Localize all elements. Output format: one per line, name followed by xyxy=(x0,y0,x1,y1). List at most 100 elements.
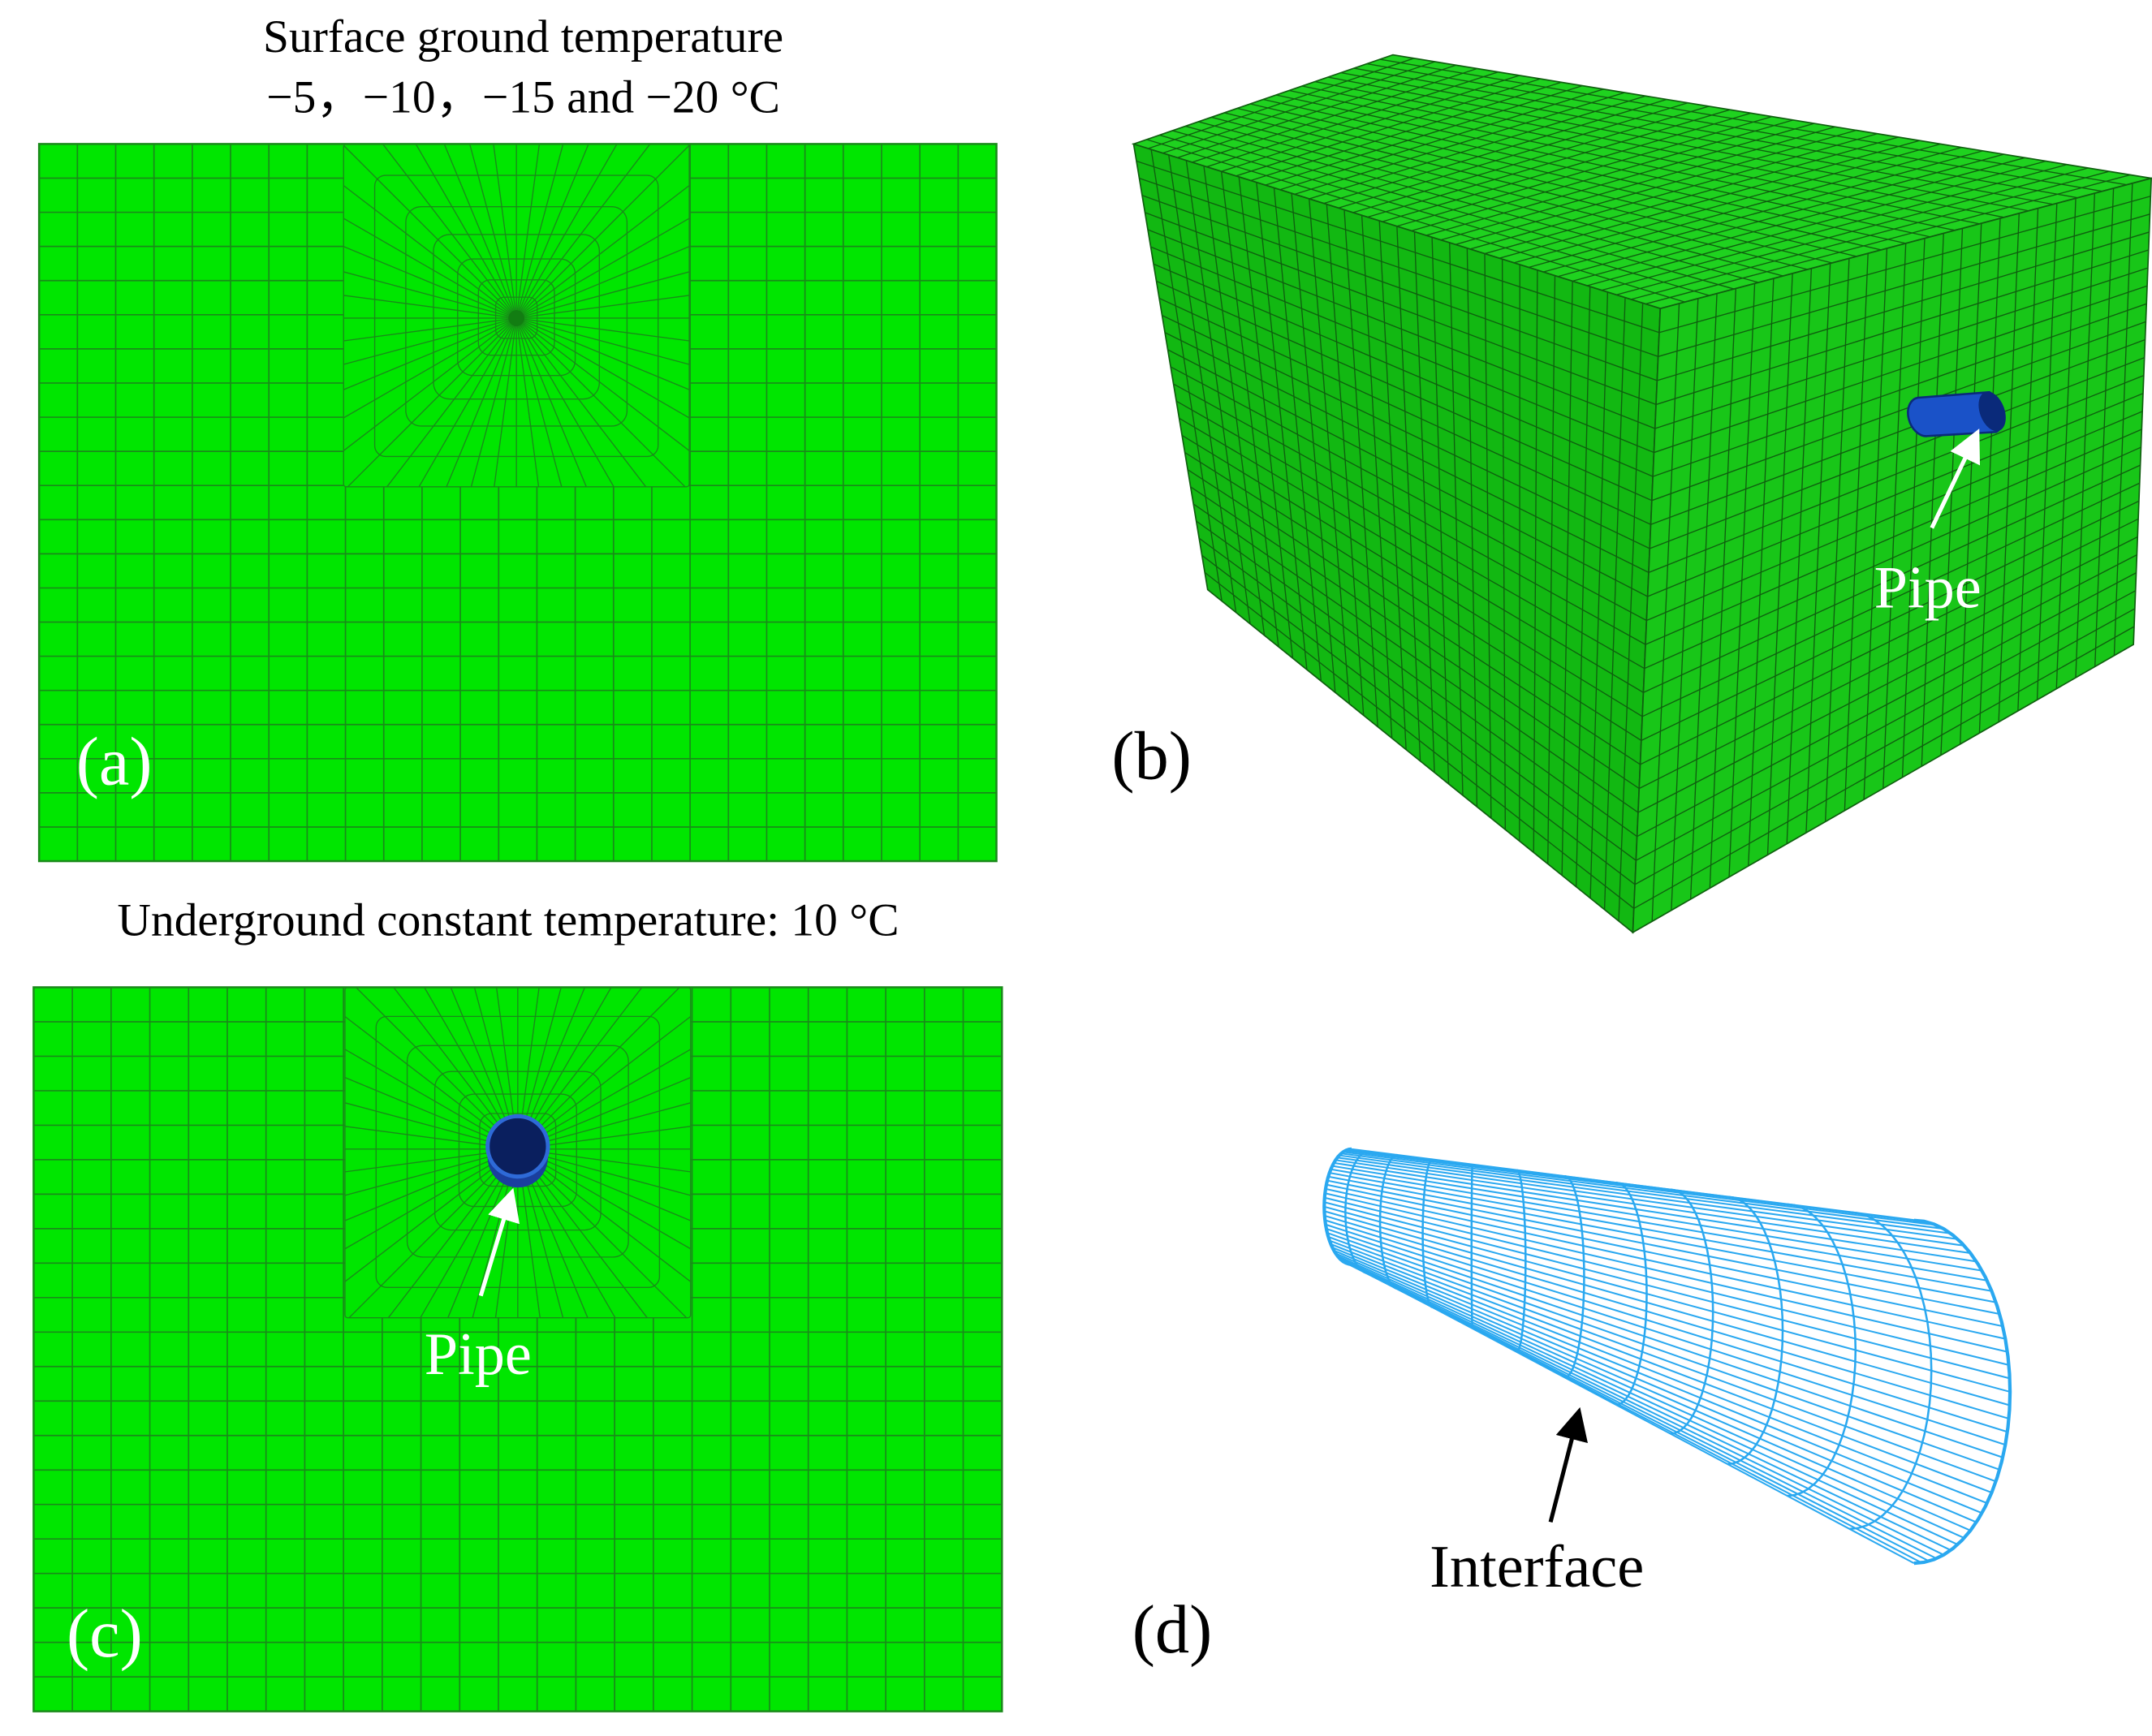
mesh-line xyxy=(387,1155,514,1319)
mesh-line xyxy=(1170,366,1647,622)
mesh-line xyxy=(1322,1147,1352,1266)
mesh-line xyxy=(1196,520,1638,838)
mesh-line xyxy=(1615,1181,1648,1406)
mesh-line xyxy=(524,271,690,317)
mesh-line xyxy=(406,1045,629,1258)
mesh-line xyxy=(518,144,564,311)
mesh-line xyxy=(494,325,516,487)
mesh-line xyxy=(522,185,690,314)
mesh-line xyxy=(393,987,514,1144)
mesh-line xyxy=(1139,178,1658,357)
mesh-line xyxy=(1330,1243,1988,1505)
mesh-line xyxy=(1327,76,2029,212)
mesh-line xyxy=(1351,1263,1915,1565)
mesh-panel xyxy=(37,143,998,863)
mesh-line xyxy=(1637,554,2137,813)
mesh-line xyxy=(1198,537,1637,861)
mesh-line xyxy=(1332,1165,1982,1272)
mesh-line xyxy=(443,144,514,311)
mesh-line xyxy=(1658,213,2150,357)
mesh-line xyxy=(1237,107,1857,257)
mesh-line xyxy=(420,1156,515,1319)
mesh-line xyxy=(1262,98,1906,244)
mesh-line xyxy=(1849,1211,1933,1531)
mesh-line xyxy=(1331,1247,1982,1514)
pointer-label: Pipe xyxy=(1874,554,1982,621)
mesh-line xyxy=(1211,116,1808,270)
mesh-line xyxy=(348,1154,513,1319)
mesh-line xyxy=(433,1070,602,1231)
mesh-line xyxy=(516,325,540,487)
mesh-line xyxy=(1654,267,2149,429)
mesh-line xyxy=(1353,67,2078,199)
mesh-line xyxy=(1335,1252,1971,1531)
mesh-line xyxy=(1204,571,1635,909)
mesh-line xyxy=(518,325,563,487)
mesh-line xyxy=(1326,1183,2003,1328)
mesh-line xyxy=(469,144,515,311)
mesh-line xyxy=(1633,626,2135,909)
panel-label: (d) xyxy=(1132,1592,1213,1668)
mesh-line xyxy=(1179,417,1644,693)
mesh-line xyxy=(415,144,513,312)
mesh-line xyxy=(1184,451,1642,741)
mesh-line xyxy=(521,144,690,313)
mesh-line xyxy=(1340,1259,1951,1551)
mesh-line xyxy=(1647,393,2144,597)
mesh-line xyxy=(524,295,690,318)
mesh-line xyxy=(1181,434,1643,717)
mesh-line xyxy=(524,321,690,390)
mesh-line xyxy=(1651,321,2146,502)
mesh-line xyxy=(1328,1175,1996,1303)
mesh-line xyxy=(343,246,510,316)
mesh-line xyxy=(1201,554,1636,885)
mesh-line xyxy=(355,987,513,1144)
mesh-line xyxy=(1325,1187,2006,1340)
mesh-line xyxy=(1326,1232,2000,1471)
mesh-line xyxy=(1636,590,2137,861)
mesh-line xyxy=(1655,249,2149,406)
mesh-line xyxy=(1158,297,1651,525)
mesh-line xyxy=(1329,1172,1992,1292)
mesh-line xyxy=(1638,536,2138,790)
caption: Surface ground temperature xyxy=(263,11,783,62)
mesh-line xyxy=(1167,349,1648,597)
mesh-line xyxy=(524,1015,692,1145)
mesh-line xyxy=(405,205,628,427)
mesh-line xyxy=(1329,1239,1992,1494)
mesh-line xyxy=(1250,103,1882,251)
mesh-line xyxy=(494,296,538,339)
mesh-line xyxy=(524,1152,691,1221)
mesh-line xyxy=(1173,383,1646,645)
mesh-line xyxy=(1164,332,1650,574)
mesh-line xyxy=(343,319,509,365)
mesh-line xyxy=(1787,1203,1857,1497)
mesh-line xyxy=(1340,71,2054,205)
caption: Underground constant temperature: 10 °C xyxy=(118,894,899,946)
mesh-line xyxy=(477,279,555,356)
mesh-line xyxy=(450,987,515,1142)
mesh-line xyxy=(1192,503,1639,813)
mesh-line xyxy=(343,321,510,390)
mesh-line xyxy=(1516,1169,1527,1354)
mesh-line xyxy=(457,258,576,377)
mesh-line xyxy=(1640,518,2139,765)
mesh-line xyxy=(1637,572,2137,838)
mesh-line xyxy=(520,324,647,488)
mesh-line xyxy=(1325,1192,2008,1353)
mesh-line xyxy=(520,325,615,488)
mesh-line xyxy=(521,323,686,488)
mesh-line xyxy=(343,144,511,313)
mesh-line xyxy=(1650,338,2146,525)
mesh-line xyxy=(446,325,514,488)
mesh-line xyxy=(344,1150,511,1196)
pointer-label: Pipe xyxy=(425,1321,532,1388)
mesh-line xyxy=(1275,94,1931,238)
mesh-line xyxy=(520,143,651,312)
mesh-line xyxy=(1288,89,1956,231)
mesh-line xyxy=(1337,1157,1964,1247)
mesh-line xyxy=(343,295,509,318)
mesh-line xyxy=(1324,1214,2009,1419)
mesh-line xyxy=(344,1102,511,1148)
